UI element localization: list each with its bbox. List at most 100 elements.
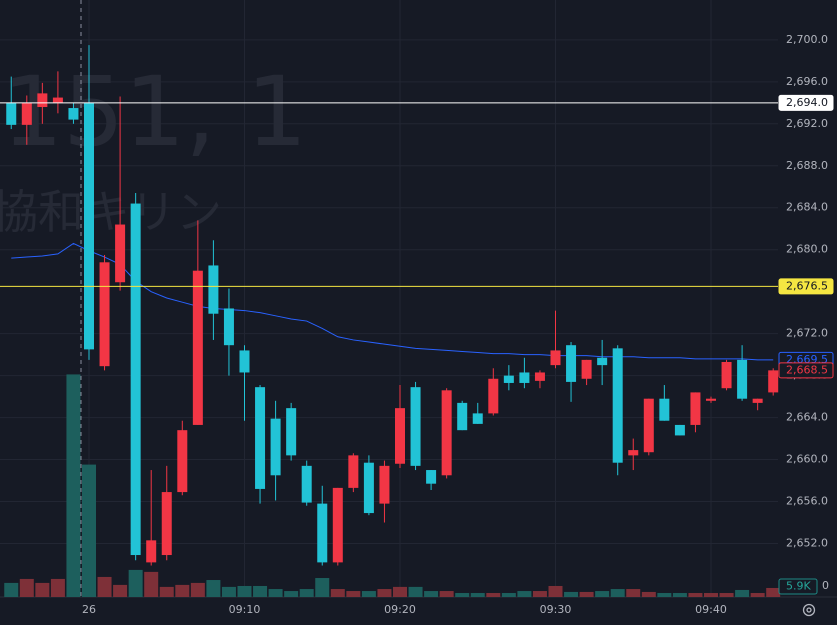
candle-body — [488, 378, 499, 414]
candle-body — [84, 102, 94, 350]
candle-body — [737, 359, 748, 399]
volume-bar — [299, 589, 314, 597]
candle-body — [286, 408, 297, 456]
watermark-name: 協和キリン — [0, 185, 222, 239]
volume-bar — [315, 578, 330, 597]
volume-bar — [517, 591, 532, 597]
watermark: 151, 1 — [2, 56, 307, 168]
volume-bar — [175, 584, 190, 597]
settings-icon-core — [806, 607, 812, 613]
volume-bar — [501, 593, 516, 597]
candle-body — [752, 398, 763, 403]
candle-body — [566, 345, 577, 382]
vwap-line — [11, 242, 774, 361]
candle-body — [426, 470, 437, 484]
volume-bar — [424, 591, 439, 597]
candle-body — [317, 503, 328, 563]
candle-body — [690, 392, 701, 425]
volume-bar — [4, 582, 19, 597]
volume-bar — [719, 593, 734, 597]
volume-bar — [564, 591, 579, 597]
candle-body — [395, 408, 405, 464]
candle-body — [410, 387, 421, 466]
settings-icon[interactable] — [802, 603, 816, 617]
candle-body — [223, 308, 234, 346]
y-tick-label: 2,672.0 — [786, 327, 828, 340]
volume-bar — [470, 593, 485, 597]
candle-body — [659, 398, 670, 421]
volume-bar — [237, 585, 252, 597]
y-tick-label: 2,692.0 — [786, 117, 828, 130]
candle-body — [146, 540, 157, 563]
candle-body — [130, 203, 141, 556]
volume-bar — [361, 591, 376, 597]
volume-bar — [408, 586, 423, 597]
price-line-label: 2,676.5 — [786, 279, 828, 292]
volume-bar — [284, 591, 299, 597]
volume-bar — [35, 582, 50, 597]
x-tick-label: 26 — [82, 603, 96, 616]
volume-bar — [50, 578, 65, 597]
x-tick-label: 09:40 — [695, 603, 727, 616]
volume-bar — [766, 587, 781, 597]
candle-body — [6, 102, 17, 125]
y-tick-label: 2,688.0 — [786, 159, 828, 172]
volume-bar — [532, 591, 547, 597]
candle-body — [643, 398, 654, 453]
volume-tick-label: 0 — [822, 579, 829, 592]
y-tick-label: 2,680.0 — [786, 243, 828, 256]
volume-bar — [128, 569, 143, 597]
x-tick-label: 09:10 — [229, 603, 261, 616]
volume-bar — [144, 571, 159, 597]
candle-body — [379, 465, 390, 504]
volume-bar — [268, 589, 283, 597]
volume-bar — [548, 585, 563, 597]
candle-body — [52, 97, 63, 103]
volume-bar — [82, 464, 96, 597]
volume-bar — [626, 589, 641, 597]
candle-body — [472, 413, 483, 424]
y-tick-label: 2,664.0 — [786, 411, 828, 424]
last-price-tag-box — [778, 362, 834, 379]
volume-tag-box — [778, 578, 818, 595]
volume-bar — [704, 593, 718, 597]
candle-body — [348, 455, 359, 488]
candle-body — [192, 270, 203, 425]
candle-body — [441, 390, 452, 476]
price-line-label: 2,694.0 — [786, 96, 828, 109]
volume-bar — [672, 593, 687, 597]
volume-bar — [439, 591, 454, 597]
candle-body — [363, 462, 374, 514]
x-tick-label: 09:20 — [384, 603, 416, 616]
volume-bar — [688, 593, 703, 597]
candle-body — [457, 402, 468, 431]
candle-body — [239, 350, 250, 373]
candle-body — [161, 492, 172, 556]
candle-body — [177, 430, 188, 493]
volume-bar — [206, 580, 221, 597]
price-line-label-box — [778, 278, 834, 295]
volume-bar — [330, 589, 345, 597]
candle-body — [37, 93, 48, 108]
volume-bar — [159, 586, 174, 597]
y-tick-label: 2,700.0 — [786, 33, 828, 46]
y-tick-label: 2,652.0 — [786, 536, 828, 549]
volume-bar — [190, 582, 205, 597]
candle-body — [332, 487, 343, 563]
candle-body — [68, 108, 79, 120]
volume-bar — [346, 591, 361, 597]
candle-body — [550, 350, 561, 366]
candle-body — [612, 348, 623, 463]
y-tick-label: 2,660.0 — [786, 453, 828, 466]
candle-body — [208, 265, 219, 314]
candle-body — [534, 372, 545, 381]
candle-body — [503, 375, 514, 383]
y-tick-label: 2,696.0 — [786, 75, 828, 88]
candle-body — [301, 465, 312, 503]
candle-body — [115, 224, 126, 283]
x-tick-label: 09:30 — [540, 603, 572, 616]
candle-body — [21, 102, 32, 125]
y-tick-label: 2,656.0 — [786, 495, 828, 508]
volume-bar — [455, 593, 470, 597]
